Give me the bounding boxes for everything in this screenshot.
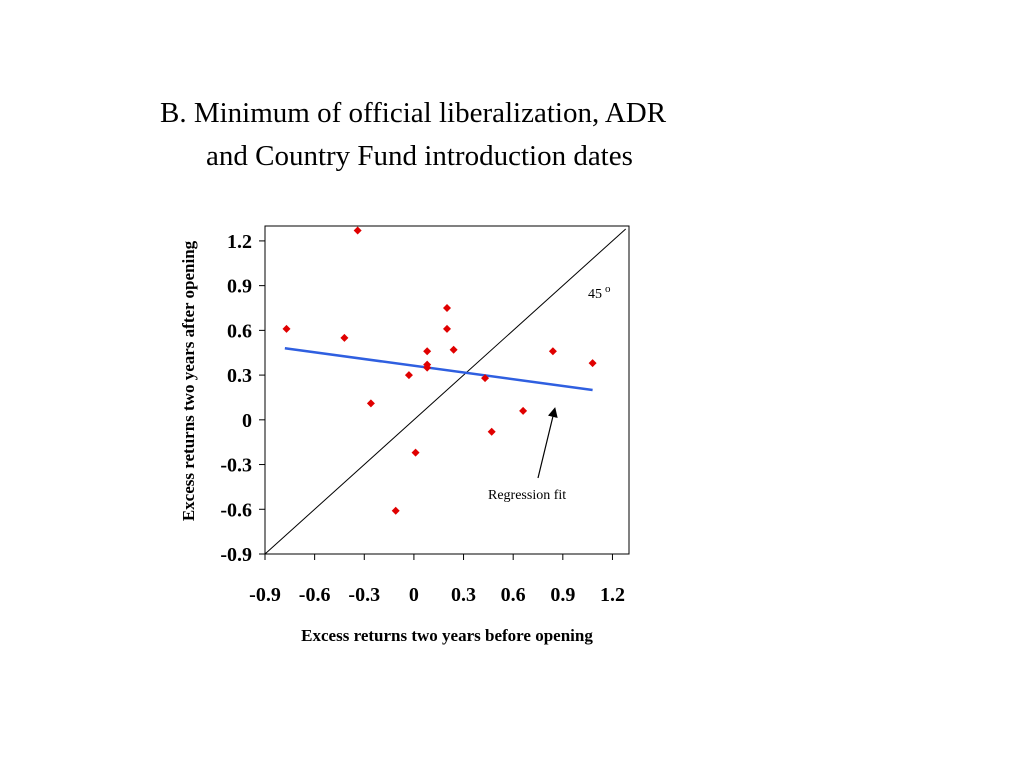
regression-line <box>284 347 593 392</box>
chart-title: B. Minimum of official liberalization, A… <box>140 92 780 178</box>
data-point <box>519 406 528 415</box>
y-axis: 1.2 0.9 0.6 0.3 0 -0.3 -0.6 -0.9 <box>220 231 265 566</box>
data-point <box>548 347 557 356</box>
y-tick-label: 0.3 <box>227 365 252 387</box>
data-point <box>481 374 490 383</box>
data-point <box>404 371 413 380</box>
x-tick-label: 0.6 <box>501 584 526 606</box>
data-point <box>353 226 362 235</box>
data-point <box>449 345 458 354</box>
title-line-2: and Country Fund introduction dates <box>206 140 633 172</box>
x-tick-label: -0.6 <box>299 584 331 606</box>
data-point <box>588 359 597 368</box>
data-point <box>366 399 375 408</box>
y-axis-label: Excess returns two years after opening <box>179 240 198 521</box>
data-point <box>443 304 451 312</box>
y-tick-label: 0 <box>242 410 252 432</box>
data-point <box>423 363 432 372</box>
x-tick-label: -0.3 <box>348 584 380 606</box>
y-tick-label: 0.6 <box>227 320 252 342</box>
diagonal-label: 45 <box>588 287 602 302</box>
x-tick-label: 1.2 <box>600 584 625 606</box>
x-tick-label: 0 <box>409 584 419 606</box>
degree-symbol: o <box>605 283 611 295</box>
data-point <box>340 333 349 342</box>
y-tick-label: -0.6 <box>220 499 252 521</box>
y-tick-label: 1.2 <box>227 231 252 253</box>
regression-label: Regression fit <box>488 488 566 503</box>
data-points <box>282 226 597 515</box>
x-tick-label: 0.9 <box>550 584 575 606</box>
data-point <box>391 506 400 515</box>
diagonal-45-line <box>264 228 627 555</box>
data-point <box>411 448 420 457</box>
y-tick-label: 0.9 <box>227 276 252 298</box>
data-point <box>282 324 291 333</box>
y-tick-label: -0.3 <box>220 455 252 477</box>
plot-frame <box>264 225 630 555</box>
title-line-1: B. Minimum of official liberalization, A… <box>160 97 667 129</box>
x-axis: -0.9 -0.6 -0.3 0 0.3 0.6 0.9 1.2 <box>249 554 625 606</box>
data-point <box>487 427 496 436</box>
y-tick-label: -0.9 <box>220 544 252 566</box>
data-point <box>423 347 432 356</box>
data-point <box>443 324 451 333</box>
x-axis-label: Excess returns two years before opening <box>301 626 593 645</box>
x-tick-label: -0.9 <box>249 584 281 606</box>
x-tick-label: 0.3 <box>451 584 476 606</box>
regression-arrow <box>537 407 558 479</box>
